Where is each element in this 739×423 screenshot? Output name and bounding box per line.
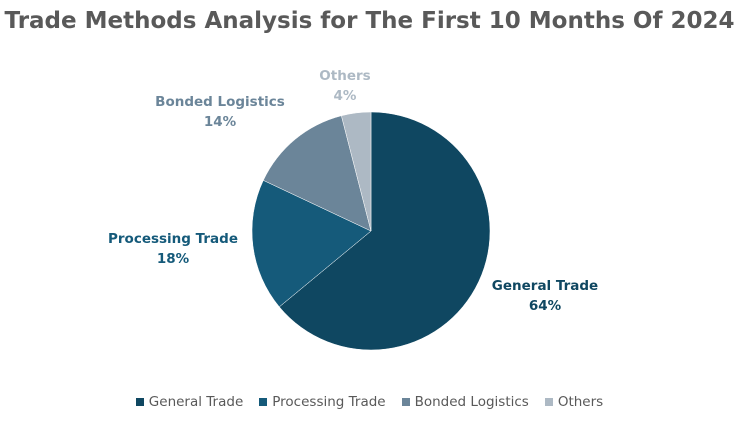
data-label-others: Others 4% bbox=[300, 66, 390, 106]
pie-slice-bonded-logistics bbox=[262, 115, 372, 232]
legend-item-others: Others bbox=[544, 394, 604, 410]
legend-item-bonded-logistics: Bonded Logistics bbox=[401, 394, 529, 410]
data-label-processing-trade: Processing Trade 18% bbox=[93, 229, 253, 269]
label-category: Bonded Logistics bbox=[155, 94, 285, 110]
pie-slice-general-trade bbox=[278, 111, 491, 351]
pie-slice-others bbox=[341, 111, 372, 232]
legend-item-general-trade: General Trade bbox=[135, 394, 244, 410]
legend-label: Processing Trade bbox=[272, 394, 386, 410]
label-category: Processing Trade bbox=[108, 231, 238, 247]
legend-label: General Trade bbox=[148, 394, 244, 410]
legend: General Trade Processing Trade Bonded Lo… bbox=[0, 394, 739, 410]
label-category: General Trade bbox=[491, 278, 599, 294]
legend-swatch bbox=[401, 398, 410, 406]
data-label-general-trade: General Trade 64% bbox=[475, 276, 615, 316]
label-value: 64% bbox=[528, 298, 562, 314]
label-value: 14% bbox=[203, 114, 237, 130]
data-label-bonded-logistics: Bonded Logistics 14% bbox=[140, 92, 300, 132]
legend-label: Others bbox=[557, 394, 604, 410]
legend-swatch bbox=[135, 398, 144, 406]
label-value: 4% bbox=[333, 88, 357, 104]
legend-swatch bbox=[259, 398, 268, 406]
label-value: 18% bbox=[156, 251, 190, 267]
chart-title: Trade Methods Analysis for The First 10 … bbox=[4, 8, 735, 34]
pie-slice-processing-trade bbox=[251, 179, 372, 308]
label-category: Others bbox=[319, 68, 371, 84]
legend-item-processing-trade: Processing Trade bbox=[259, 394, 386, 410]
legend-label: Bonded Logistics bbox=[414, 394, 529, 410]
legend-swatch bbox=[544, 398, 553, 406]
